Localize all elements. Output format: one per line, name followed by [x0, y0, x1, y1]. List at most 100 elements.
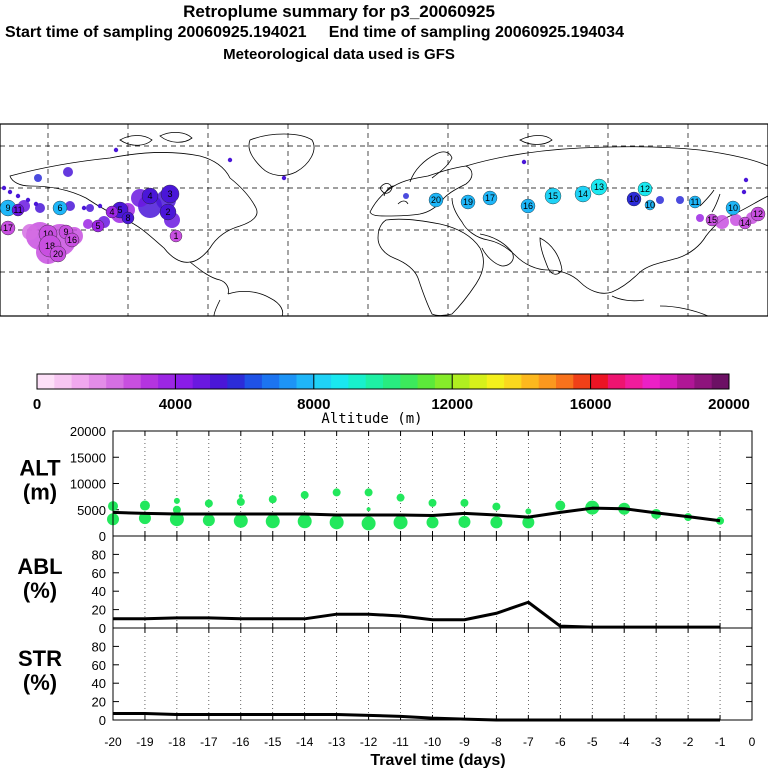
- marker-dot: [626, 191, 642, 207]
- x-tick-label: -15: [264, 735, 282, 749]
- trajectory-marker: 12: [750, 206, 766, 222]
- y-tick-label: 80: [92, 639, 106, 654]
- plume-dot: [81, 205, 87, 211]
- colorbar-swatch: [452, 374, 470, 389]
- time-series-panels: 05000100001500020000ALT(m)020406080ABL(%…: [17, 424, 755, 768]
- plume-dot: [25, 197, 31, 203]
- colorbar-swatch: [573, 374, 592, 389]
- colorbar-swatch: [504, 374, 522, 389]
- altitude-point: [329, 515, 344, 530]
- marker-dot: [688, 195, 702, 209]
- x-tick-label: 0: [749, 735, 756, 749]
- colorbar-swatch: [331, 374, 349, 389]
- colorbar-swatch: [469, 374, 488, 389]
- marker-label: 3: [167, 189, 172, 199]
- altitude-point: [300, 491, 309, 500]
- x-tick-label: -11: [392, 735, 409, 749]
- trajectory-marker: 4: [105, 205, 119, 219]
- plume-blob: [86, 204, 94, 212]
- trajectory-marker: 16: [520, 198, 536, 214]
- marker-dot: [105, 205, 119, 219]
- marker-dot: [637, 181, 653, 197]
- colorbar-swatch: [192, 374, 211, 389]
- x-tick-label: -17: [200, 735, 218, 749]
- marker-dot: [49, 245, 67, 263]
- colorbar-swatch: [677, 374, 695, 389]
- trajectory-marker: 5: [91, 219, 105, 233]
- colorbar-swatch: [123, 374, 142, 389]
- plume-dot: [521, 159, 527, 165]
- y-axis-label: STR: [18, 646, 62, 671]
- series-line: [113, 712, 721, 722]
- y-tick-label: 40: [92, 584, 106, 599]
- y-tick-label: 20000: [70, 424, 106, 439]
- marker-label: 10: [43, 229, 53, 239]
- marker-dot: [482, 190, 498, 206]
- marker-label: 4: [109, 207, 114, 217]
- marker-label: 8: [125, 213, 130, 223]
- altitude-point: [522, 516, 535, 529]
- marker-label: 9: [5, 203, 10, 213]
- marker-label: 19: [463, 197, 473, 207]
- marker-dot: [520, 198, 536, 214]
- marker-label: 10: [728, 203, 738, 213]
- plume-dot: [741, 189, 747, 195]
- marker-label: 10: [629, 194, 639, 204]
- marker-label: 2: [165, 207, 170, 217]
- marker-label: 11: [13, 205, 22, 215]
- x-tick-label: -19: [136, 735, 154, 749]
- marker-label: 10: [645, 200, 655, 210]
- colorbar-swatch: [88, 374, 107, 389]
- plume-dot: [97, 203, 103, 209]
- altitude-point: [202, 514, 215, 527]
- plume-dot: [15, 193, 21, 199]
- x-tick-label: -6: [555, 735, 566, 749]
- colorbar-axis-label: Altitude (m): [321, 411, 422, 427]
- marker-label: 1: [173, 231, 178, 241]
- plume-blob: [34, 174, 42, 182]
- plume-dot: [113, 147, 119, 153]
- trajectory-marker: 16: [64, 232, 80, 248]
- altitude-point: [172, 505, 181, 514]
- x-tick-label: -16: [232, 735, 250, 749]
- colorbar-tick-label: 20000: [708, 396, 750, 413]
- altitude-point: [139, 500, 150, 511]
- x-tick-label: -14: [296, 735, 314, 749]
- marker-label: 17: [485, 193, 495, 203]
- marker-dot: [159, 203, 177, 221]
- marker-dot: [121, 211, 135, 225]
- panel-frame: [112, 535, 753, 629]
- trajectory-marker: 11: [11, 203, 25, 217]
- marker-dot: [705, 213, 719, 227]
- y-tick-label: 20: [92, 695, 106, 710]
- marker-dot: [544, 187, 562, 205]
- trajectory-marker: 19: [460, 194, 476, 210]
- marker-dot: [91, 219, 105, 233]
- trajectory-marker: 20: [49, 245, 67, 263]
- marker-label: 9: [63, 227, 68, 237]
- altitude-point: [426, 516, 439, 529]
- x-tick-label: -5: [587, 735, 598, 749]
- colorbar-swatch: [400, 374, 419, 389]
- altitude-point: [361, 516, 376, 531]
- marker-label: 15: [707, 215, 717, 225]
- altitude-point: [460, 498, 469, 507]
- marker-dot: [0, 220, 16, 236]
- y-tick-label: 15000: [70, 450, 106, 465]
- marker-dot: [738, 216, 752, 230]
- colorbar-swatch: [261, 374, 280, 389]
- x-tick-label: -7: [523, 735, 534, 749]
- altitude-point: [366, 507, 371, 512]
- y-axis-label: (%): [23, 578, 57, 603]
- colorbar-swatch: [434, 374, 453, 389]
- trajectory-marker: 15: [544, 187, 562, 205]
- x-tick-label: -9: [459, 735, 470, 749]
- y-tick-label: 0: [99, 713, 106, 728]
- trajectory-marker: 3: [160, 184, 180, 204]
- altitude-point: [297, 514, 312, 529]
- colorbar-swatch: [694, 374, 713, 389]
- y-axis-label: ALT: [19, 456, 61, 481]
- x-tick-label: -2: [683, 735, 694, 749]
- colorbar-swatch: [486, 374, 505, 389]
- y-axis-label: (m): [23, 480, 57, 505]
